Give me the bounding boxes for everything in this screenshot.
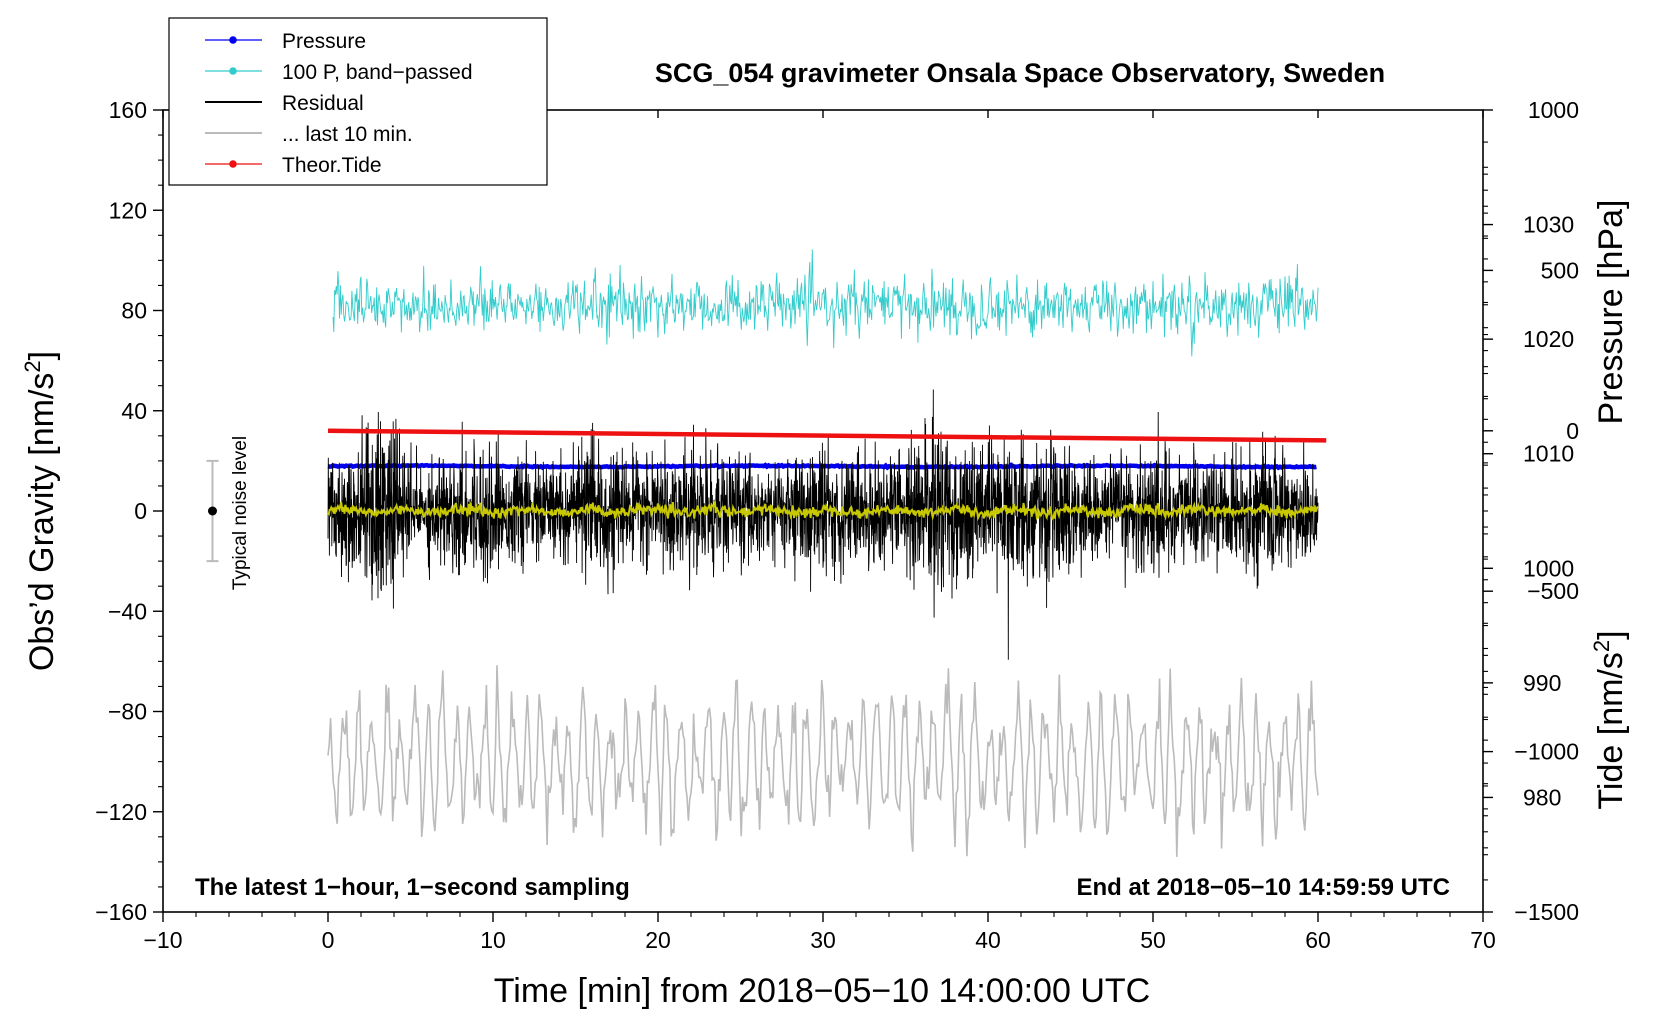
x-tick-label: 0 xyxy=(322,927,335,953)
legend-label: 100 P, band−passed xyxy=(282,61,473,84)
annotation-bottom-right: End at 2018−05−10 14:59:59 UTC xyxy=(1076,874,1450,901)
y-axis-label-tide-main: Tide [nm/s xyxy=(1592,652,1630,809)
legend-marker xyxy=(229,67,237,75)
chart-title: SCG_054 gravimeter Onsala Space Observat… xyxy=(655,58,1385,88)
legend-label: ... last 10 min. xyxy=(282,123,413,146)
axes-layer: −10 0 10 20 30 40 50 60 7016012080400−40−80−120−… xyxy=(95,97,1579,953)
series-residual-smoothed xyxy=(327,501,1319,522)
tide-tick-label: −1000 xyxy=(1514,739,1579,765)
x-tick-label: 20 xyxy=(645,927,671,953)
y-axis-label-tide-end: ] xyxy=(1592,630,1630,639)
y-axis-label-left-sup: 2 xyxy=(20,360,45,372)
pressure-tick-label: 990 xyxy=(1523,670,1561,696)
series-pressure-bandpassed xyxy=(332,249,1319,357)
tide-tick-label: −500 xyxy=(1527,578,1579,604)
y-tick-label-left: −40 xyxy=(108,598,147,624)
x-tick-label: 40 xyxy=(975,927,1001,953)
legend-marker xyxy=(229,36,237,44)
series-theor-tide xyxy=(327,428,1327,443)
y-axis-label-tide: Tide [nm/s2] xyxy=(1589,630,1630,809)
tide-tick-label: 500 xyxy=(1541,257,1579,283)
tide-tick-label: 0 xyxy=(1566,418,1579,444)
pressure-tick-label: 1020 xyxy=(1523,326,1574,352)
y-axis-label-left: Obs’d Gravity [nm/s2] xyxy=(20,351,61,671)
tide-tick-label: −1500 xyxy=(1514,899,1579,925)
x-tick-label: 70 xyxy=(1470,927,1496,953)
y-axis-label-tide-sup: 2 xyxy=(1589,640,1614,652)
pressure-tick-label: 1010 xyxy=(1523,441,1574,467)
noise-indicator: Typical noise level xyxy=(206,436,251,590)
tide-tick-label: 1000 xyxy=(1528,97,1579,123)
annotation-bottom-left: The latest 1−hour, 1−second sampling xyxy=(195,874,630,901)
x-axis-label: Time [min] from 2018−05−10 14:00:00 UTC xyxy=(494,972,1150,1010)
pressure-tick-label: 1030 xyxy=(1523,212,1574,238)
x-tick-label: 30 xyxy=(810,927,836,953)
noise-center-dot xyxy=(208,506,217,516)
legend: Pressure 100 P, band−passed Residual ... la… xyxy=(168,17,548,186)
legend-label: Pressure xyxy=(282,30,366,53)
y-tick-label-left: −80 xyxy=(108,699,147,725)
x-tick-label: 60 xyxy=(1305,927,1331,953)
series-residual xyxy=(327,389,1319,660)
y-tick-label-left: 40 xyxy=(121,398,147,424)
legend-label: Theor.Tide xyxy=(282,154,382,177)
y-tick-label-left: −120 xyxy=(95,799,147,825)
y-tick-label-left: −160 xyxy=(95,899,147,925)
series-last-10-min xyxy=(327,665,1319,857)
pressure-tick-label: 980 xyxy=(1523,784,1561,810)
y-axis-label-left-main: Obs’d Gravity [nm/s xyxy=(23,373,61,672)
pressure-tick-label: 1000 xyxy=(1523,555,1574,581)
y-axis-label-left-end: ] xyxy=(23,351,61,360)
y-axis-label-pressure: Pressure [hPa] xyxy=(1592,200,1630,425)
x-tick-label: 50 xyxy=(1140,927,1166,953)
y-tick-label-left: 120 xyxy=(109,197,147,223)
y-tick-label-left: 80 xyxy=(121,298,147,324)
legend-items: Pressure 100 P, band−passed Residual ... la… xyxy=(205,30,473,177)
legend-marker xyxy=(229,160,237,168)
y-tick-label-left: 160 xyxy=(109,97,147,123)
x-tick-label: −10 xyxy=(143,927,182,953)
legend-label: Residual xyxy=(282,92,364,115)
series-layer xyxy=(327,249,1327,857)
noise-label: Typical noise level xyxy=(230,436,251,590)
y-tick-label-left: 0 xyxy=(134,498,147,524)
x-tick-label: 10 xyxy=(480,927,506,953)
